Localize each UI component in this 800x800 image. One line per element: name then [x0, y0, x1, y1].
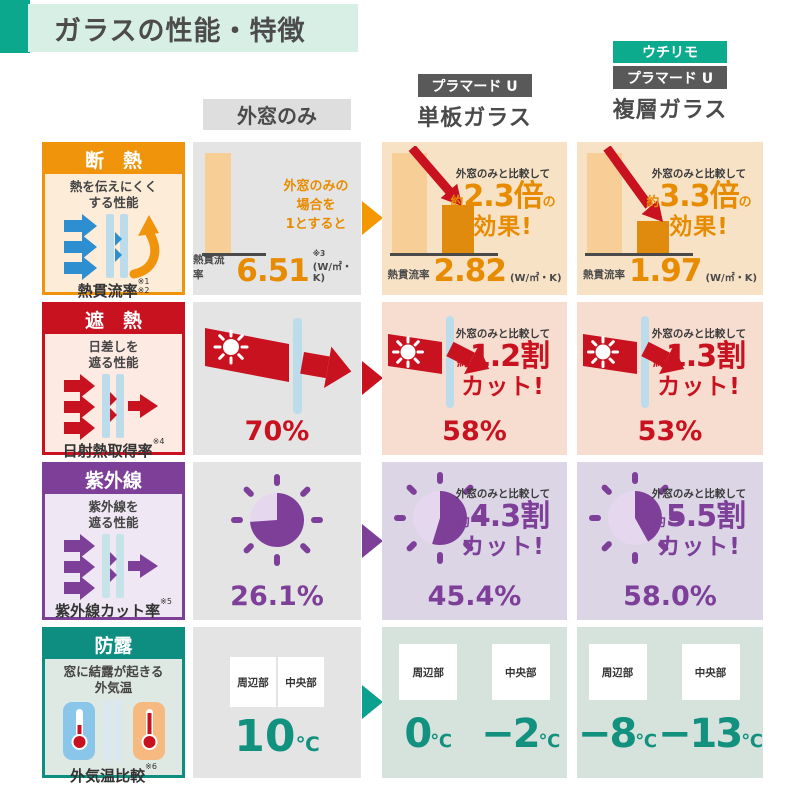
- chip-periphery: 周辺部: [399, 644, 458, 700]
- comparison-bar-chart: [585, 150, 697, 256]
- dew-temp-window-only: 10℃: [234, 711, 320, 762]
- dew-row-title: 防露: [45, 630, 182, 659]
- solar-gain-single: 58%: [442, 416, 507, 447]
- dew-double-glass-cell: 周辺部 −8℃ 中央部 −13℃: [577, 627, 763, 778]
- reference-caption: 外窓のみの 場合を 1とすると: [283, 179, 349, 232]
- compare-note: 外窓のみと比較して: [455, 168, 551, 180]
- uv-metric-notes: ※5: [160, 596, 172, 606]
- insulation-single-glass-cell: 外窓のみと比較して 約2.3倍の 効果! 熱貫流率 2.82 (W/㎡・K): [382, 142, 567, 295]
- uv-description: 紫外線を 遮る性能: [88, 499, 139, 531]
- shading-window-only-cell: 70%: [193, 302, 361, 455]
- shading-metric-label: 日射熱取得率 ※4: [62, 436, 165, 460]
- compare-note: 外窓のみと比較して: [455, 328, 551, 340]
- single-glass-label: 単板ガラス: [417, 106, 532, 131]
- u-value-single: 熱貫流率 2.82 (W/㎡・K): [387, 253, 562, 290]
- drop-arrow-icon: [603, 146, 663, 222]
- cut-claim: 約5.5割 カット!: [652, 499, 746, 560]
- brand-badge-plamado-u-double: プラマード U: [613, 66, 727, 89]
- insulation-description: 熱を伝えにくく する性能: [69, 179, 158, 211]
- sun-pie-icon: [589, 472, 681, 564]
- chip-center: 中央部: [681, 644, 740, 700]
- uv-cut-single: 45.4%: [427, 581, 522, 612]
- chip-center: 中央部: [278, 657, 324, 707]
- flow-arrow-dew: [362, 685, 383, 719]
- insulation-row-title: 断 熱: [45, 145, 182, 174]
- reference-bar: [205, 153, 231, 253]
- compare-note: 外窓のみと比較して: [651, 488, 747, 500]
- compare-note: 外窓のみと比較して: [651, 168, 747, 180]
- shading-single-glass-cell: 外窓のみと比較して 約1.2割 カット! 58%: [382, 302, 567, 455]
- column-header-window-only: 外窓のみ: [193, 99, 361, 130]
- shading-description: 日差しを 遮る性能: [88, 339, 139, 371]
- shading-row-title: 遮 熱: [45, 305, 182, 334]
- chip-center: 中央部: [491, 644, 550, 700]
- sun-beam-deflected-icon: [388, 316, 490, 408]
- flow-arrow-insulation: [362, 201, 383, 235]
- flow-arrow-uv: [362, 524, 383, 558]
- brand-badge-plamado-u-single: プラマード U: [417, 74, 532, 97]
- double-glass-label: 複層ガラス: [612, 98, 728, 123]
- insulation-label-cell: 断 熱 熱を伝えにくく する性能: [42, 142, 185, 300]
- dew-temp-single-periphery: 0℃: [404, 711, 453, 757]
- dew-description: 窓に結露が起きる 外気温: [63, 664, 164, 696]
- dew-temp-single-center: −2℃: [481, 711, 561, 757]
- page-title: ガラスの性能・特徴: [54, 15, 306, 47]
- comparison-bar-chart: [390, 150, 502, 256]
- window-only-badge: 外窓のみ: [203, 99, 351, 130]
- dew-window-only-cell: 周辺部 中央部 10℃: [193, 627, 361, 778]
- shading-label-cell: 遮 熱 日差しを 遮る性能: [42, 302, 185, 460]
- insulation-double-glass-cell: 外窓のみと比較して 約3.3倍の 効果! 熱貫流率 1.97 (W/㎡・K): [577, 142, 763, 295]
- insulation-metric-label: 熱貫流率 ※1 ※2: [77, 276, 150, 300]
- sun-pie-icon: [231, 474, 323, 566]
- sun-pie-icon: [394, 472, 486, 564]
- column-header-double-glass: ウチリモ プラマード U 複層ガラス: [577, 41, 763, 124]
- u-value-double: 熱貫流率 1.97 (W/㎡・K): [582, 253, 758, 290]
- dew-label-cell: 防露 窓に結露が起きる 外気温 外気温: [42, 627, 185, 785]
- heat-arrows-through-glass-return-icon: [63, 213, 159, 280]
- uv-arrows-through-glass-icon: [63, 533, 158, 600]
- sun-beam-deflected-icon: [583, 316, 685, 408]
- series-badge-uchirimo: ウチリモ: [613, 41, 727, 63]
- dew-metric-notes: ※6: [145, 761, 157, 771]
- chip-periphery: 周辺部: [230, 657, 276, 707]
- uv-cut-double: 58.0%: [623, 581, 717, 612]
- insulation-metric-notes: ※1 ※2: [137, 276, 150, 295]
- sun-beam-arrow-icon: [205, 318, 352, 414]
- cut-claim: 約1.3割 カット!: [652, 339, 746, 400]
- uv-label-cell: 紫外線 紫外線を 遮る性能: [42, 462, 185, 620]
- uv-metric-label: 紫外線カット率 ※5: [55, 596, 172, 620]
- thermometers-glass-icon: [62, 699, 165, 762]
- shading-double-glass-cell: 外窓のみと比較して 約1.3割 カット! 53%: [577, 302, 763, 455]
- solar-gain-double: 53%: [637, 416, 703, 447]
- column-header-single-glass: プラマード U 単板ガラス: [382, 74, 567, 132]
- uv-single-glass-cell: 外窓のみと比較して 約4.3割 カット! 45.4%: [382, 462, 567, 620]
- drop-arrow-icon: [408, 146, 462, 206]
- uv-cut-window-only: 26.1%: [230, 581, 324, 612]
- uv-double-glass-cell: 外窓のみと比較して 約5.5割 カット! 58.0%: [577, 462, 763, 620]
- flow-arrow-shading: [362, 361, 383, 395]
- solar-gain-window-only: 70%: [244, 416, 310, 447]
- page-title-panel: ガラスの性能・特徴: [28, 4, 358, 52]
- compare-note: 外窓のみと比較して: [455, 488, 551, 500]
- sun-heat-arrows-through-glass-icon: [63, 373, 158, 440]
- shading-metric-notes: ※4: [152, 436, 165, 446]
- single-bar-chart: [202, 150, 274, 256]
- uv-window-only-cell: 26.1%: [193, 462, 361, 620]
- dew-temp-double-center: −13℃: [658, 711, 763, 757]
- insulation-window-only-cell: 外窓のみの 場合を 1とすると 熱貫流率 6.51 ※3 (W/㎡・K): [193, 142, 361, 295]
- dew-metric-label: 外気温比較 ※6: [70, 761, 157, 785]
- cut-claim: 約4.3割 カット!: [456, 499, 550, 560]
- chip-periphery: 周辺部: [588, 644, 647, 700]
- dew-temp-double-periphery: −8℃: [577, 711, 658, 757]
- dew-single-glass-cell: 周辺部 0℃ 中央部 −2℃: [382, 627, 567, 778]
- uv-row-title: 紫外線: [45, 465, 182, 494]
- effect-claim: 約2.3倍の 効果!: [450, 179, 556, 240]
- effect-claim: 約3.3倍の 効果!: [646, 179, 752, 240]
- cut-claim: 約1.2割 カット!: [456, 339, 550, 400]
- title-accent-block: [0, 0, 30, 53]
- compare-note: 外窓のみと比較して: [651, 328, 747, 340]
- u-value-window-only: 熱貫流率 6.51 ※3 (W/㎡・K): [193, 249, 353, 290]
